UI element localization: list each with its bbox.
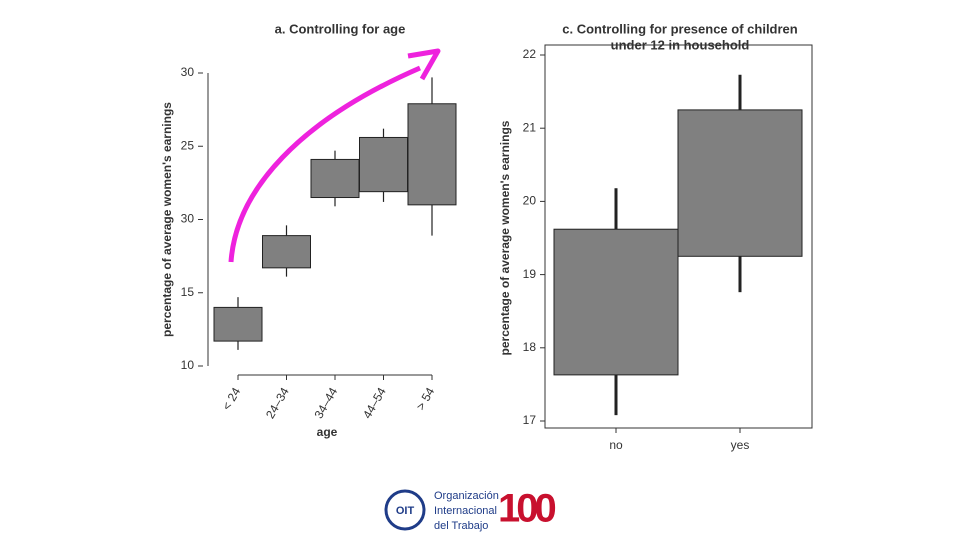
logo-line: Organización (434, 490, 499, 502)
y-tick-label: 17 (523, 413, 537, 427)
arrow-head (407, 48, 441, 81)
plot-frame (544, 44, 813, 429)
x-tick-label: no (609, 438, 623, 452)
trend-arrow (228, 65, 421, 263)
x-tick-label: yes (731, 438, 750, 452)
y-tick-label: 30 (181, 65, 195, 79)
box (310, 158, 360, 199)
logo: OIT Organización Internacional del Traba… (384, 487, 559, 532)
y-tick-label: 18 (523, 340, 537, 354)
chart-title: c. Controlling for presence of children (562, 21, 798, 36)
box (359, 136, 408, 193)
box (407, 103, 457, 206)
emblem-text: OIT (396, 505, 415, 517)
y-tick-label: 20 (523, 194, 537, 208)
box (553, 228, 679, 376)
y-axis-title: percentage of average women's earnings (160, 102, 174, 337)
logo-line: del Trabajo (434, 520, 488, 532)
y-tick-label: 15 (181, 285, 195, 299)
emblem-ring (384, 489, 426, 531)
box (677, 109, 803, 257)
logo-line: Internacional (434, 505, 497, 517)
box (213, 306, 263, 342)
y-tick-label: 22 (523, 47, 537, 61)
y-axis-title: percentage of average women's earnings (498, 120, 512, 355)
y-tick-label: 21 (523, 120, 537, 134)
y-tick-label: 25 (181, 138, 195, 152)
y-tick-label: 19 (523, 267, 537, 281)
box (262, 235, 311, 269)
y-tick-label: 10 (181, 358, 195, 372)
x-axis-title: age (317, 425, 338, 439)
chart-title: a. Controlling for age (275, 21, 406, 36)
centenary: 100 (498, 487, 555, 531)
y-tick-label: 30 (181, 212, 195, 226)
